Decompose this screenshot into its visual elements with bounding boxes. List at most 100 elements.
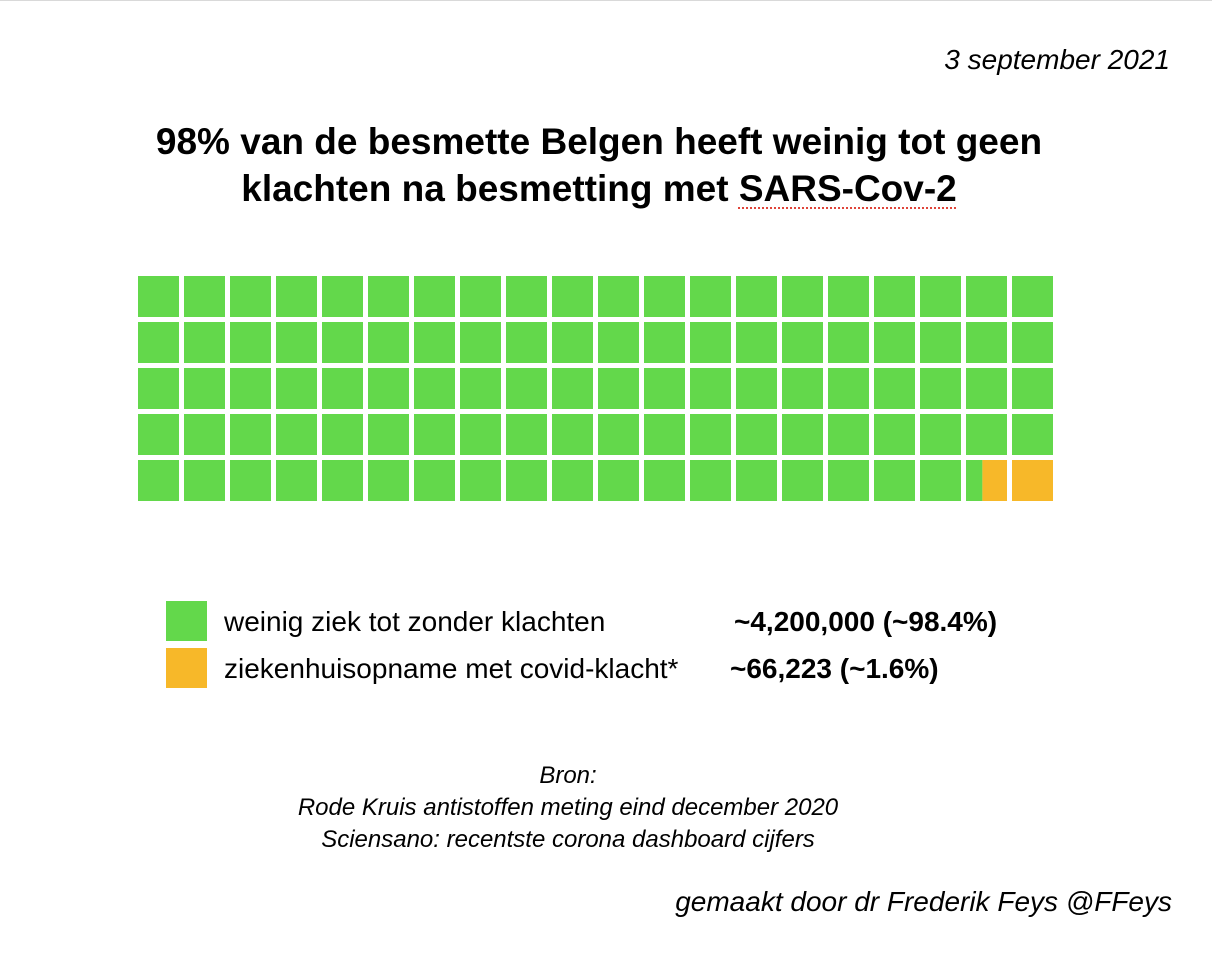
waffle-cell-green	[1012, 322, 1053, 363]
waffle-cell-green	[736, 322, 777, 363]
title-line-1: 98% van de besmette Belgen heeft weinig …	[155, 121, 1043, 162]
waffle-cell-green	[184, 414, 225, 455]
waffle-cell-green	[598, 322, 639, 363]
waffle-cell-green	[920, 460, 961, 501]
waffle-cell-green	[322, 368, 363, 409]
waffle-cell-green	[598, 368, 639, 409]
waffle-cell-green	[184, 460, 225, 501]
title-term-sars-cov-2: SARS-Cov-2	[738, 168, 957, 209]
waffle-cell-green	[414, 276, 455, 317]
waffle-cell-green	[828, 322, 869, 363]
waffle-cell-green	[184, 276, 225, 317]
waffle-cell-green	[506, 460, 547, 501]
waffle-cell-green	[368, 414, 409, 455]
waffle-cell-green	[138, 276, 179, 317]
waffle-cell-green	[276, 276, 317, 317]
waffle-cell-green	[966, 368, 1007, 409]
waffle-cell-green	[690, 414, 731, 455]
waffle-cell-green	[230, 276, 271, 317]
waffle-cell-green	[828, 276, 869, 317]
waffle-cell-green	[552, 322, 593, 363]
waffle-cell-green	[874, 276, 915, 317]
waffle-cell-green	[644, 322, 685, 363]
waffle-cell-green	[1012, 414, 1053, 455]
legend-value: ~66,223 (~1.6%)	[730, 653, 939, 684]
waffle-cell-green	[368, 368, 409, 409]
waffle-cell-green	[230, 460, 271, 501]
author-credit: gemaakt door dr Frederik Feys @FFeys	[675, 886, 1172, 917]
waffle-cell-green	[138, 322, 179, 363]
waffle-cell-green	[460, 322, 501, 363]
waffle-cell-green	[690, 276, 731, 317]
waffle-cell-green	[460, 414, 501, 455]
top-border	[0, 0, 1212, 1]
waffle-cell-green	[1012, 276, 1053, 317]
waffle-cell-green	[690, 368, 731, 409]
waffle-cell-green	[782, 276, 823, 317]
waffle-cell-green	[644, 460, 685, 501]
source-line-1: Rode Kruis antistoffen meting eind decem…	[297, 794, 839, 821]
waffle-cell-green	[460, 276, 501, 317]
waffle-cell-green	[966, 322, 1007, 363]
waffle-cell-green	[322, 276, 363, 317]
waffle-cell-green	[322, 322, 363, 363]
legend-label: ziekenhuisopname met covid-klacht*	[224, 653, 679, 684]
waffle-cell-green	[276, 368, 317, 409]
waffle-cell-green	[874, 460, 915, 501]
waffle-cell-green	[828, 368, 869, 409]
source-line-2: Sciensano: recentste corona dashboard ci…	[321, 826, 815, 853]
waffle-cell-green	[552, 414, 593, 455]
waffle-cell-green	[506, 322, 547, 363]
waffle-cell-green	[598, 460, 639, 501]
legend-swatch-orange	[166, 648, 207, 688]
waffle-cell-green	[506, 414, 547, 455]
waffle-cell-green	[322, 460, 363, 501]
waffle-cell-green	[276, 322, 317, 363]
waffle-cell-green	[368, 276, 409, 317]
waffle-cell-green	[782, 414, 823, 455]
waffle-cell-green	[966, 276, 1007, 317]
source-heading: Bron:	[539, 762, 597, 789]
waffle-cell-green	[966, 414, 1007, 455]
waffle-cell-green	[184, 368, 225, 409]
waffle-cell-green	[552, 368, 593, 409]
waffle-cell-green	[414, 460, 455, 501]
waffle-cell-orange	[1012, 460, 1053, 501]
waffle-cell-green	[644, 414, 685, 455]
waffle-cell-green	[920, 368, 961, 409]
waffle-cell-green	[782, 322, 823, 363]
waffle-cell-green	[368, 322, 409, 363]
waffle-cell-green	[368, 460, 409, 501]
waffle-cell-green	[874, 368, 915, 409]
waffle-cell-green	[138, 460, 179, 501]
waffle-cell-green	[782, 368, 823, 409]
waffle-cell-green	[552, 460, 593, 501]
waffle-cell-green	[506, 276, 547, 317]
waffle-cell-green	[828, 414, 869, 455]
waffle-cell-green	[276, 414, 317, 455]
waffle-cell-green	[598, 276, 639, 317]
waffle-cell-green	[230, 414, 271, 455]
legend-swatch-green	[166, 601, 207, 641]
date-label: 3 september 2021	[944, 44, 1170, 75]
waffle-cell-green	[506, 368, 547, 409]
waffle-cell-green	[690, 322, 731, 363]
waffle-cell-green	[736, 460, 777, 501]
waffle-cell-green	[874, 322, 915, 363]
waffle-cell-green	[276, 460, 317, 501]
waffle-cell-green	[460, 460, 501, 501]
waffle-cell-green	[322, 414, 363, 455]
waffle-cell-green	[414, 414, 455, 455]
title-line-2: klachten na besmetting met SARS-Cov-2	[0, 165, 1198, 212]
waffle-cell-green	[736, 368, 777, 409]
waffle-cell-green	[230, 368, 271, 409]
waffle-cell-green	[414, 322, 455, 363]
waffle-cell-green	[736, 276, 777, 317]
source-note: Bron: Rode Kruis antistoffen meting eind…	[0, 760, 1136, 856]
waffle-cell-green	[230, 322, 271, 363]
waffle-cell-green	[414, 368, 455, 409]
waffle-cell-green	[644, 276, 685, 317]
waffle-cell-green	[1012, 368, 1053, 409]
waffle-cell-green	[736, 414, 777, 455]
waffle-cell-green	[138, 414, 179, 455]
